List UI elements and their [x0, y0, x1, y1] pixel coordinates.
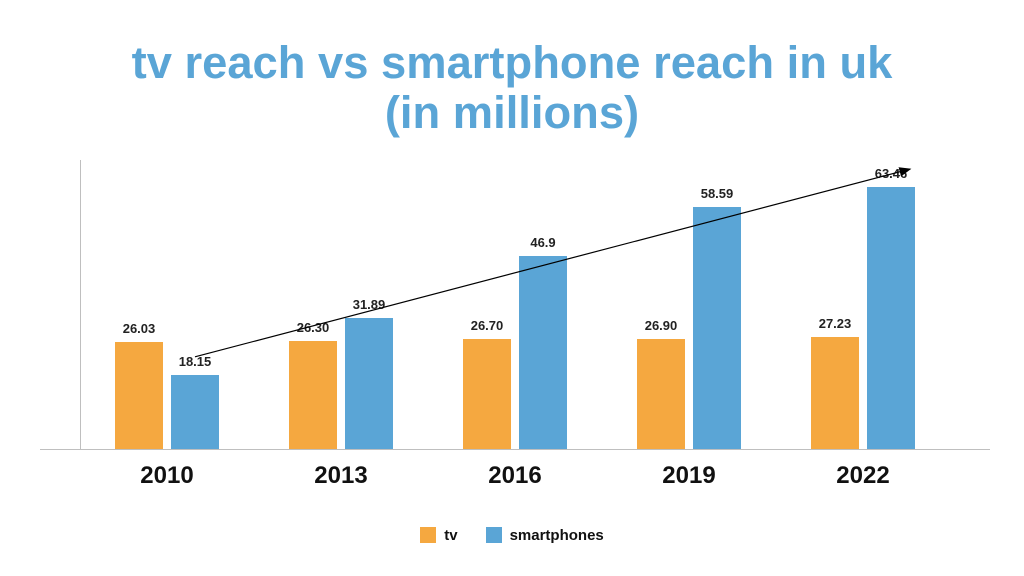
category-label: 2013	[314, 462, 367, 490]
bar-value-label: 26.03	[123, 321, 156, 336]
chart-title-line1: tv reach vs smartphone reach in uk	[0, 38, 1024, 88]
bar-value-label: 63.46	[875, 166, 908, 181]
category-label: 2019	[662, 462, 715, 490]
x-axis-baseline	[40, 449, 990, 450]
bar-tv: 27.23	[811, 337, 859, 450]
legend-swatch	[420, 527, 436, 543]
legend-label: tv	[444, 527, 457, 544]
bar-tv: 26.90	[637, 339, 685, 450]
category-label: 2022	[836, 462, 889, 490]
chart-title-line2: (in millions)	[0, 88, 1024, 138]
bar-value-label: 58.59	[701, 186, 734, 201]
category-label: 2016	[488, 462, 541, 490]
legend-item-tv: tv	[420, 527, 457, 544]
bar-value-label: 26.90	[645, 318, 678, 333]
bar-value-label: 26.30	[297, 320, 330, 335]
legend-item-smartphones: smartphones	[486, 527, 604, 544]
bar-tv: 26.03	[115, 342, 163, 450]
bar-smartphones: 18.15	[171, 375, 219, 450]
bar-value-label: 31.89	[353, 297, 386, 312]
chart-plot-area: 201026.0318.15 201326.3031.89 201626.7046.…	[80, 160, 950, 450]
legend-swatch	[486, 527, 502, 543]
chart-legend: tv smartphones	[0, 527, 1024, 549]
bar-smartphones: 58.59	[693, 207, 741, 450]
bar-group: 201926.9058.59	[637, 160, 741, 450]
bar-group: 201326.3031.89	[289, 160, 393, 450]
bar-value-label: 26.70	[471, 318, 504, 333]
bar-plot: 201026.0318.15 201326.3031.89 201626.7046.…	[80, 160, 950, 450]
chart-stage: tv reach vs smartphone reach in uk (in m…	[0, 0, 1024, 576]
chart-title: tv reach vs smartphone reach in uk (in m…	[0, 38, 1024, 138]
bar-group: 201626.7046.9	[463, 160, 567, 450]
legend-label: smartphones	[510, 527, 604, 544]
bar-value-label: 18.15	[179, 354, 212, 369]
bar-value-label: 27.23	[819, 316, 852, 331]
bar-value-label: 46.9	[530, 235, 555, 250]
bar-smartphones: 63.46	[867, 187, 915, 450]
bar-group: 201026.0318.15	[115, 160, 219, 450]
category-label: 2010	[140, 462, 193, 490]
bar-smartphones: 31.89	[345, 318, 393, 450]
bar-smartphones: 46.9	[519, 256, 567, 450]
bar-group: 202227.2363.46	[811, 160, 915, 450]
bar-tv: 26.70	[463, 339, 511, 450]
bar-tv: 26.30	[289, 341, 337, 450]
